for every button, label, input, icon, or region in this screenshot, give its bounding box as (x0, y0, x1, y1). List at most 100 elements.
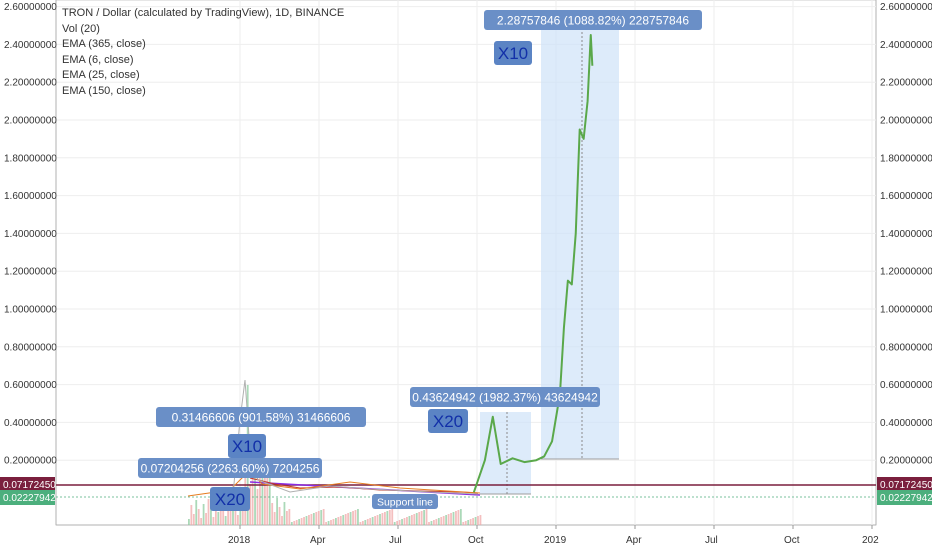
volume-bar (455, 511, 457, 525)
range-label-mid-box[interactable] (410, 387, 600, 407)
volume-bar (339, 516, 342, 525)
volume-bar (457, 510, 460, 525)
x-multiplier-label-box[interactable] (428, 409, 468, 433)
volume-bar (241, 510, 244, 525)
volume-bar (330, 520, 332, 525)
volume-bar (335, 518, 337, 525)
volume-bar (393, 522, 396, 525)
volume-bar (217, 512, 220, 525)
volume-bar (452, 512, 455, 525)
volume-bar (337, 517, 340, 525)
volume-bar (322, 509, 325, 525)
volume-bar (315, 512, 318, 525)
volume-bar (418, 512, 421, 525)
legend-indicator-ema6[interactable]: EMA (6, close) (62, 53, 134, 66)
volume-bar (408, 516, 411, 525)
volume-bar (192, 514, 195, 525)
x-multiplier-label-box[interactable] (228, 434, 266, 458)
legend-indicator-ema365[interactable]: EMA (365, close) (62, 38, 146, 50)
x-tick-label: 2019 (544, 535, 567, 546)
y-tick-label-right: 1.00000000 (880, 305, 932, 316)
volume-bar (354, 510, 357, 525)
volume-bar (386, 511, 389, 525)
volume-bar (227, 502, 229, 525)
volume-bar (450, 513, 452, 525)
range-label-early-low: 0.07204256 (2263.60%) 7204256 (141, 461, 320, 475)
volume-bar (359, 522, 362, 525)
volume-bar (349, 512, 352, 525)
volume-bar (415, 513, 418, 525)
volume-bar (312, 513, 315, 525)
volume-bar (266, 467, 269, 525)
volume-bar (256, 489, 259, 525)
volume-bar (271, 503, 274, 525)
y-tick-label-left: 0.20000000 (4, 456, 57, 467)
x-tick-label: Jul (389, 535, 402, 546)
x-tick-label: 202 (862, 535, 879, 546)
range-label-early-top-box[interactable] (156, 407, 366, 427)
volume-bar (320, 510, 323, 525)
volume-bar (379, 514, 381, 525)
volume-bar (290, 522, 293, 525)
y-tick-label-left: 2.00000000 (4, 116, 57, 127)
volume-bar (273, 512, 276, 525)
legend-indicator-vol[interactable]: Vol (20) (62, 22, 100, 35)
volume-bar (229, 511, 232, 525)
legend-indicator-ema25[interactable]: EMA (25, close) (62, 69, 140, 81)
range-label-top: 2.28757846 (1088.82%) 228757846 (497, 13, 689, 27)
x-multiplier-label: X20 (215, 490, 245, 509)
volume-bar (205, 513, 207, 525)
x-multiplier-label-box[interactable] (210, 487, 250, 511)
y-tick-label-right: 2.00000000 (880, 116, 932, 127)
y-tick-label-left: 0.80000000 (4, 342, 57, 353)
volume-bar (376, 515, 379, 525)
y-tick-label-right: 0.20000000 (880, 456, 932, 467)
volume-bar (462, 522, 465, 525)
volume-bar (298, 519, 301, 525)
volume-bar (391, 509, 394, 525)
range-label-top-box[interactable] (484, 10, 702, 30)
y-tick-label-right: 0.60000000 (880, 380, 932, 391)
range-box-mid[interactable] (480, 412, 531, 494)
price-tag-right (877, 490, 932, 505)
x-multiplier-label-box[interactable] (494, 41, 532, 65)
range-label-early-low-box[interactable] (138, 458, 322, 478)
volume-bar (352, 511, 354, 525)
volume-bar (310, 514, 313, 525)
x-tick-label: Apr (626, 535, 642, 546)
volume-bar (425, 509, 428, 525)
volume-bar (327, 521, 330, 525)
volume-bar (442, 516, 445, 525)
y-tick-label-right: 2.60000000 (880, 2, 932, 13)
price-tag-left (0, 490, 55, 505)
volume-bar (420, 511, 423, 525)
volume-bar (200, 518, 203, 525)
volume-bar (388, 510, 391, 525)
volume-bar (197, 509, 200, 525)
support-line-label: Support line (377, 496, 433, 508)
volume-bar (474, 517, 477, 525)
volume-bar (428, 522, 430, 525)
volume-bar (369, 518, 372, 525)
volume-bar (195, 500, 198, 525)
volume-bar (263, 471, 266, 525)
y-tick-label-right: 2.40000000 (880, 40, 932, 51)
y-tick-label-left: 1.20000000 (4, 267, 57, 278)
volume-bar (440, 517, 443, 525)
volume-bar (371, 517, 374, 525)
y-tick-label-left: 2.60000000 (4, 2, 57, 13)
volume-bar (288, 509, 291, 525)
volume-bar (212, 517, 215, 525)
legend-indicator-ema150[interactable]: EMA (150, close) (62, 84, 146, 97)
y-tick-label-left: 2.20000000 (4, 78, 57, 89)
volume-bar (261, 458, 264, 525)
chart-legend: TRON / Dollar (calculated by TradingView… (62, 6, 344, 99)
range-box-main[interactable] (541, 20, 619, 459)
volume-bar (276, 498, 278, 525)
support-line-label-box[interactable] (372, 494, 438, 509)
volume-bar (410, 515, 413, 525)
volume-bar (433, 520, 435, 525)
y-tick-label-left: 1.80000000 (4, 153, 57, 164)
x-tick-label: Jul (705, 535, 718, 546)
